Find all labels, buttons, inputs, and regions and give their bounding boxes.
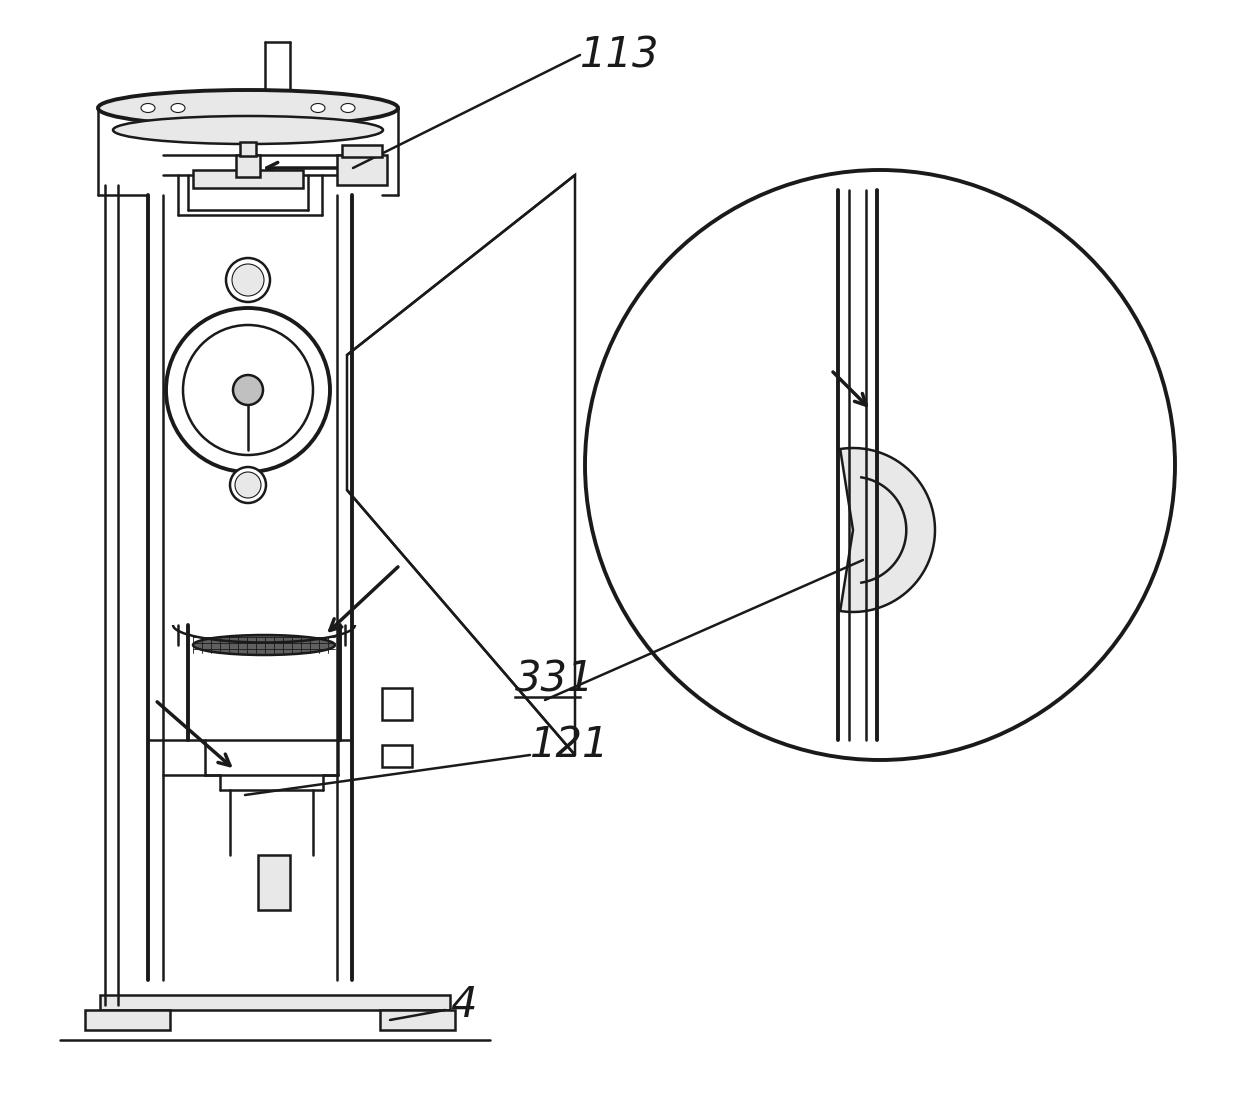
Ellipse shape — [311, 104, 325, 113]
Polygon shape — [841, 448, 935, 612]
Circle shape — [229, 467, 267, 503]
Circle shape — [585, 170, 1176, 760]
Circle shape — [232, 264, 264, 296]
Bar — [236, 155, 260, 177]
Circle shape — [184, 325, 312, 455]
Text: 113: 113 — [580, 34, 660, 76]
Ellipse shape — [171, 104, 185, 113]
Circle shape — [233, 375, 263, 405]
Bar — [382, 745, 412, 767]
Ellipse shape — [193, 635, 335, 655]
Bar — [382, 688, 412, 720]
Bar — [342, 145, 382, 157]
Ellipse shape — [341, 104, 355, 113]
Circle shape — [226, 258, 270, 302]
Circle shape — [166, 308, 330, 473]
Bar — [193, 170, 303, 188]
Bar — [100, 995, 450, 1010]
Bar — [337, 155, 387, 185]
Polygon shape — [347, 176, 575, 755]
Text: 4: 4 — [450, 984, 476, 1026]
Text: 331: 331 — [515, 659, 594, 701]
Bar — [241, 142, 255, 156]
Bar — [258, 854, 290, 910]
Circle shape — [236, 473, 260, 498]
Bar — [86, 1010, 170, 1030]
Text: 121: 121 — [529, 724, 610, 766]
Ellipse shape — [141, 104, 155, 113]
Ellipse shape — [98, 91, 398, 126]
Ellipse shape — [113, 116, 383, 144]
Bar — [379, 1010, 455, 1030]
